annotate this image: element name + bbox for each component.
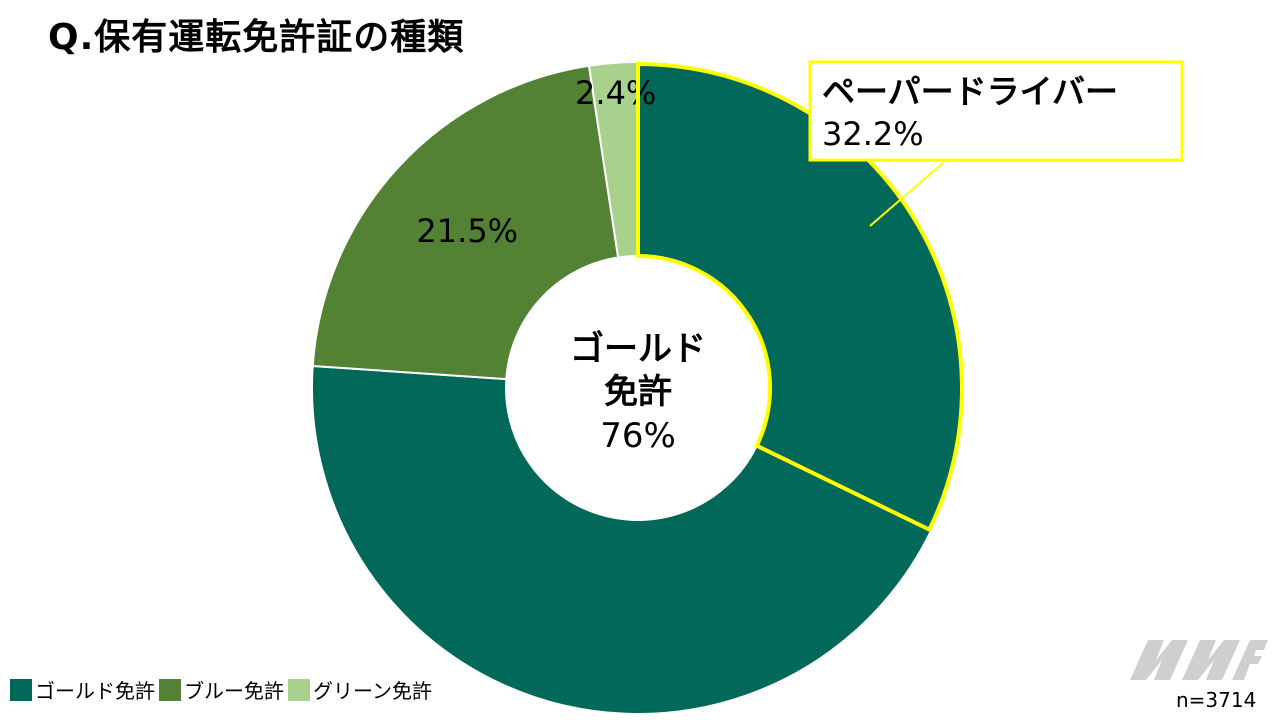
legend-swatch-gold [10, 678, 32, 701]
callout-box [808, 60, 1184, 162]
slice-labels-group: 21.5% 2.4% [416, 74, 656, 250]
paper-driver-callout: ペーパードライバー 32.2% [636, 60, 1184, 533]
sample-size: n=3714 [1176, 688, 1257, 712]
center-label-group: ゴールド 免許 76% [570, 329, 706, 456]
legend-swatch-blue [159, 678, 181, 701]
legend-label-green: グリーン免許 [313, 679, 432, 703]
slice-label-blue: 21.5% [416, 212, 518, 250]
slice-blue [311, 64, 620, 381]
slice-label-green: 2.4% [575, 74, 656, 112]
legend-item-gold: ゴールド免許 [10, 675, 155, 704]
center-label-line-2: 免許 [604, 372, 672, 412]
callout-title: ペーパードライバー [822, 72, 1118, 111]
callout-leader-line [869, 161, 945, 227]
legend-label-blue: ブルー免許 [184, 679, 284, 703]
center-label-line-1: ゴールド [570, 329, 706, 369]
legend-swatch-green [288, 678, 310, 701]
legend-label-gold: ゴールド免許 [35, 679, 155, 703]
legend-item-blue: ブルー免許 [159, 675, 284, 704]
legend-item-green: グリーン免許 [288, 675, 432, 704]
logo-watermark [1130, 640, 1268, 680]
paper-driver-highlight-outline [636, 61, 964, 533]
callout-value: 32.2% [822, 115, 924, 153]
legend: ゴールド免許 ブルー免許 グリーン免許 [10, 675, 436, 704]
center-label-line-3: 76% [600, 416, 676, 456]
chart-title: Q.保有運転免許証の種類 [48, 17, 465, 58]
